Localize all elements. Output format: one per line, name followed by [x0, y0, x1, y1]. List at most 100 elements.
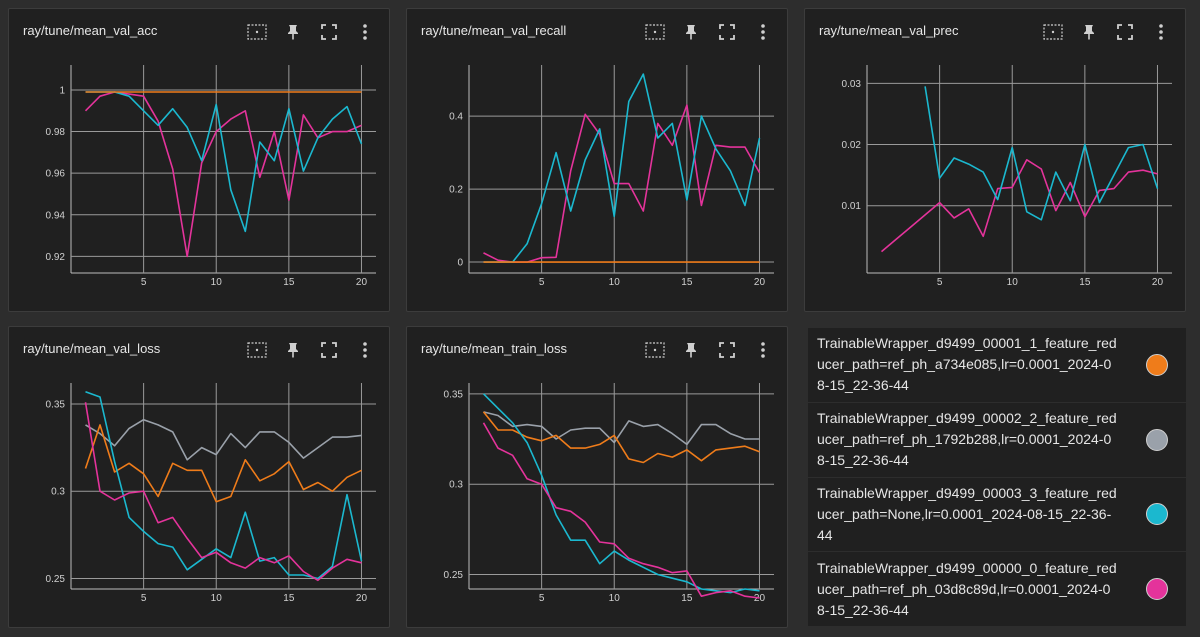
x-tick-label: 15 [681, 593, 693, 604]
legend-item[interactable]: TrainableWrapper_d9499_00001_1_feature_r… [808, 328, 1186, 402]
legend-color-swatch[interactable] [1146, 578, 1168, 601]
more-vert-button[interactable] [749, 21, 777, 43]
series-line [482, 411, 760, 464]
fullscreen-button[interactable] [315, 339, 343, 361]
y-tick-label: 0.01 [842, 201, 862, 212]
legend-item[interactable]: TrainableWrapper_d9499_00002_2_feature_r… [808, 402, 1186, 477]
y-tick-label: 0.25 [444, 570, 464, 581]
more-vert-button[interactable] [1147, 21, 1175, 43]
legend-item[interactable]: TrainableWrapper_d9499_00003_3_feature_r… [808, 477, 1186, 552]
legend-color-swatch[interactable] [1146, 503, 1168, 526]
pin-icon [288, 25, 298, 40]
pin-icon [686, 343, 696, 358]
x-tick-label: 15 [681, 277, 693, 288]
more-vert-icon [761, 342, 765, 358]
x-tick-label: 15 [1079, 277, 1091, 288]
y-tick-label: 0.2 [449, 185, 463, 196]
more-vert-button[interactable] [749, 339, 777, 361]
x-tick-label: 10 [211, 593, 223, 604]
chart-card-mean-val-prec: ray/tune/mean_val_prec 0.01 0.02 0.03 5 10 15… [804, 8, 1186, 312]
chart-card-mean-val-loss: ray/tune/mean_val_loss 0.25 0.3 0.35 5 10 15 2… [8, 326, 390, 628]
fullscreen-button[interactable] [713, 21, 741, 43]
chart-toolbar [633, 21, 777, 43]
fullscreen-icon [719, 24, 735, 40]
chart-toolbar [633, 339, 777, 361]
x-tick-label: 20 [1152, 277, 1164, 288]
y-tick-label: 0.02 [842, 140, 862, 151]
chart-plot: 0.25 0.3 0.35 5 10 15 20 [444, 383, 774, 604]
fit-domain-icon [247, 24, 267, 40]
x-tick-label: 15 [283, 593, 295, 604]
fullscreen-button[interactable] [1111, 21, 1139, 43]
fit-domain-button[interactable] [641, 21, 669, 43]
y-tick-label: 0.98 [46, 127, 66, 138]
x-tick-label: 20 [754, 593, 766, 604]
chart-title: ray/tune/mean_val_acc [23, 23, 158, 38]
y-tick-label: 0.35 [46, 399, 66, 410]
chart-title: ray/tune/mean_train_loss [421, 341, 567, 356]
pin-icon [686, 25, 696, 40]
series-line [85, 91, 363, 233]
y-tick-label: 0.3 [449, 480, 463, 491]
x-tick-label: 10 [609, 593, 621, 604]
x-tick-label: 10 [211, 277, 223, 288]
series-line [924, 86, 1159, 221]
series-line [482, 393, 760, 594]
chart-plot: 0.25 0.3 0.35 5 10 15 20 [46, 383, 376, 604]
chart-card-mean-val-recall: ray/tune/mean_val_recall 0 0.2 0.4 5 10 15 20 [406, 8, 788, 312]
fullscreen-icon [719, 342, 735, 358]
fullscreen-icon [321, 342, 337, 358]
fullscreen-button[interactable] [315, 21, 343, 43]
legend-color-swatch[interactable] [1146, 353, 1168, 376]
fit-domain-icon [645, 24, 665, 40]
pin-button[interactable] [677, 21, 705, 43]
chart-toolbar [235, 21, 379, 43]
more-vert-button[interactable] [351, 21, 379, 43]
fit-domain-icon [645, 342, 665, 358]
pin-button[interactable] [677, 339, 705, 361]
y-tick-label: 0 [457, 258, 463, 269]
pin-button[interactable] [279, 339, 307, 361]
chart-title: ray/tune/mean_val_recall [421, 23, 567, 38]
series-line [85, 418, 362, 461]
series-line [483, 104, 761, 263]
legend-label: TrainableWrapper_d9499_00002_2_feature_r… [817, 410, 1117, 469]
x-tick-label: 5 [539, 277, 545, 288]
fit-domain-button[interactable] [243, 21, 271, 43]
legend-color-swatch[interactable] [1146, 428, 1168, 451]
legend-item[interactable]: TrainableWrapper_d9499_00000_0_feature_r… [808, 552, 1186, 626]
fullscreen-button[interactable] [713, 339, 741, 361]
fit-domain-icon [1043, 24, 1063, 40]
fit-domain-button[interactable] [243, 339, 271, 361]
more-vert-icon [363, 342, 367, 358]
chart-plot: 0 0.2 0.4 5 10 15 20 [449, 65, 774, 288]
series-line [482, 422, 760, 599]
series-line [84, 424, 362, 503]
series-line [85, 390, 363, 580]
fit-domain-icon [247, 342, 267, 358]
more-vert-icon [1159, 24, 1163, 40]
fit-domain-button[interactable] [641, 339, 669, 361]
series-line [84, 402, 362, 582]
more-vert-button[interactable] [351, 339, 379, 361]
x-tick-label: 5 [141, 277, 147, 288]
series-line [483, 411, 760, 446]
pin-button[interactable] [1075, 21, 1103, 43]
chart-title: ray/tune/mean_val_prec [819, 23, 959, 38]
y-tick-label: 0.03 [842, 79, 862, 90]
x-tick-label: 20 [754, 277, 766, 288]
chart-toolbar [235, 339, 379, 361]
x-tick-label: 5 [937, 277, 943, 288]
chart-title: ray/tune/mean_val_loss [23, 341, 161, 356]
pin-button[interactable] [279, 21, 307, 43]
y-tick-label: 0.25 [46, 574, 66, 585]
fullscreen-icon [321, 24, 337, 40]
run-legend: TrainableWrapper_d9499_00001_1_feature_r… [808, 328, 1186, 626]
fit-domain-button[interactable] [1039, 21, 1067, 43]
x-tick-label: 20 [356, 277, 368, 288]
x-tick-label: 5 [141, 593, 147, 604]
y-tick-label: 0.35 [444, 389, 464, 400]
legend-label: TrainableWrapper_d9499_00001_1_feature_r… [817, 335, 1117, 394]
x-tick-label: 10 [609, 277, 621, 288]
